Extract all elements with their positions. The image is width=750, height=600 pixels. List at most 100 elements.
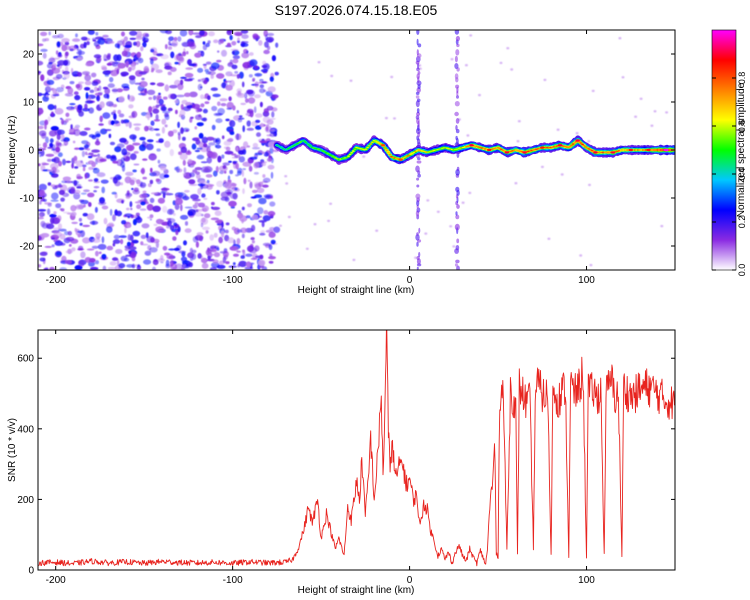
noise-blob [38, 209, 47, 212]
noise-blob [189, 91, 198, 98]
noise-blob [259, 88, 266, 94]
noise-blob [75, 57, 84, 60]
noise-blob [153, 223, 158, 227]
noise-blob [261, 162, 266, 167]
faint-speckle [329, 202, 333, 205]
ridge-blob [383, 147, 387, 149]
noise-blob [124, 176, 132, 184]
noise-blob [78, 147, 85, 151]
noise-blob [135, 36, 144, 40]
noise-blob [76, 50, 85, 56]
noise-blob [207, 71, 216, 76]
noise-blob [234, 71, 239, 74]
noise-blob [135, 216, 143, 224]
noise-blob [185, 129, 189, 132]
noise-blob [252, 253, 258, 260]
noise-blob [245, 113, 250, 116]
noise-blob [187, 252, 195, 259]
noise-blob [270, 117, 276, 120]
noise-blob [84, 173, 88, 180]
ridge-blob [410, 152, 414, 154]
noise-blob [183, 167, 187, 174]
faint-speckle [330, 74, 334, 78]
noise-blob [127, 66, 132, 72]
noise-blob [137, 264, 141, 268]
noise-blob [46, 79, 55, 86]
noise-blob [55, 50, 59, 55]
noise-blob [207, 183, 211, 186]
noise-blob [232, 160, 238, 164]
faint-speckle [579, 254, 583, 257]
faint-speckle [287, 215, 291, 219]
spectrogram-y-label: Frequency (Hz) [7, 116, 18, 185]
noise-blob [249, 156, 258, 160]
noise-blob [168, 248, 176, 251]
noise-blob [38, 71, 42, 74]
noise-blob [115, 249, 123, 254]
noise-blob [221, 154, 225, 159]
noise-blob [81, 150, 85, 158]
noise-blob [194, 202, 199, 205]
noise-blob [210, 217, 220, 221]
ridge-hotspot [628, 148, 633, 152]
noise-blob [191, 143, 197, 150]
noise-blob [61, 44, 68, 52]
noise-blob [216, 59, 222, 63]
colorbar-ticks: 0.0 0.2 0.4 0.6 0.8 [712, 72, 747, 276]
faint-speckle [556, 128, 560, 131]
noise-blob [177, 192, 187, 199]
noise-blob [74, 147, 80, 150]
y-tick-label: 0 [28, 566, 34, 577]
noise-blob [253, 106, 257, 114]
noise-blob [113, 109, 116, 114]
noise-blob [251, 189, 258, 194]
noise-blob [38, 183, 47, 191]
noise-blob [107, 267, 117, 270]
noise-blob [180, 267, 185, 270]
noise-blob [166, 191, 169, 196]
noise-blob [136, 179, 141, 185]
noise-blob [140, 168, 145, 174]
noise-blob [252, 33, 259, 39]
noise-blob [192, 204, 198, 209]
noise-blob [57, 60, 66, 66]
noise-blob [104, 40, 108, 44]
noise-blob [78, 81, 85, 84]
noise-blob [131, 263, 136, 269]
noise-blob [84, 80, 92, 86]
noise-blob [243, 177, 247, 185]
noise-blob [60, 197, 65, 202]
noise-blob [99, 101, 105, 109]
noise-blob [53, 105, 57, 110]
noise-blob [156, 148, 161, 152]
faint-speckle [634, 115, 638, 118]
noise-blob [167, 107, 173, 112]
streak-blob [455, 49, 460, 56]
noise-blob [211, 105, 218, 112]
noise-blob [106, 54, 111, 61]
ridge-blob [385, 149, 389, 151]
ridge-blob [406, 155, 409, 157]
noise-blob [254, 65, 259, 69]
noise-blob [252, 146, 260, 150]
noise-blob [155, 218, 164, 225]
noise-blob [38, 60, 44, 66]
noise-blob [229, 131, 235, 136]
noise-blob [146, 111, 151, 115]
noise-blob [188, 30, 194, 36]
noise-blob [259, 101, 263, 108]
ridge-blob [571, 143, 575, 145]
noise-blob [229, 169, 234, 175]
noise-blob [182, 51, 187, 57]
noise-blob [83, 41, 87, 49]
noise-blob [237, 117, 245, 120]
noise-blob [141, 77, 145, 81]
noise-blob [82, 164, 87, 168]
noise-blob [40, 233, 50, 238]
noise-blob [141, 223, 150, 229]
noise-blob [192, 103, 201, 110]
noise-blob [112, 239, 121, 244]
noise-blob [238, 115, 243, 118]
noise-blob [87, 192, 95, 198]
noise-blob [241, 169, 245, 177]
